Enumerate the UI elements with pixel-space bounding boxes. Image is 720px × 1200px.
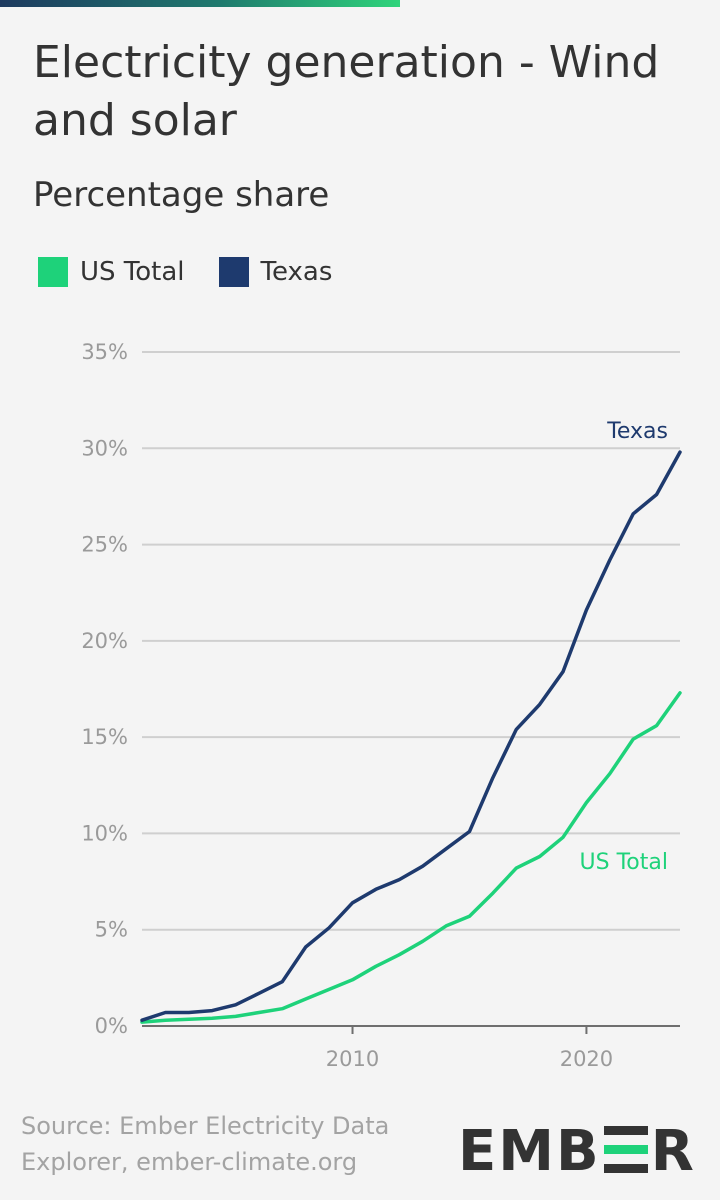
- y-tick-label: 35%: [81, 340, 128, 364]
- chart-title: Electricity generation - Wind and solar: [33, 37, 660, 146]
- legend-item-us-total: US Total: [38, 257, 185, 287]
- series-end-label-us-total: US Total: [580, 850, 668, 875]
- y-tick-label: 15%: [81, 725, 128, 749]
- y-tick-label: 20%: [81, 629, 128, 653]
- source-note: Source: Ember Electricity Data Explorer,…: [21, 1112, 390, 1176]
- logo-letter: E: [458, 1119, 499, 1184]
- legend-item-texas: Texas: [218, 257, 333, 287]
- y-tick-label: 0%: [95, 1014, 128, 1038]
- legend-label-us-total: US Total: [80, 257, 185, 287]
- y-tick-label: 10%: [81, 821, 128, 845]
- legend-swatch-us-total: [38, 257, 68, 287]
- logo-letter: M: [498, 1119, 556, 1184]
- line-chart: 0% 5% 10% 15% 20% 25% 30% 35% 2010 2020 US Total Te…: [81, 340, 682, 1071]
- y-tick-label: 5%: [95, 918, 128, 942]
- y-tick-label: 25%: [81, 533, 128, 557]
- logo-letter: R: [650, 1119, 696, 1184]
- x-tick-label: 2020: [560, 1047, 613, 1071]
- x-tick-label: 2010: [326, 1047, 379, 1071]
- ember-logo: EMB R: [458, 1122, 696, 1182]
- series-end-label-texas: Texas: [606, 419, 668, 444]
- header-accent-bar: [0, 0, 400, 7]
- legend-swatch-texas: [218, 257, 249, 287]
- series-line-us-total: [140, 691, 682, 1024]
- legend-label-texas: Texas: [260, 257, 333, 287]
- logo-letter: B: [556, 1119, 601, 1184]
- series-line-texas: [140, 450, 682, 1022]
- chart-subtitle: Percentage share: [33, 175, 330, 215]
- y-tick-label: 30%: [81, 436, 128, 460]
- chart-legend: US Total Texas: [38, 256, 366, 288]
- logo-letter-e-stylized: [603, 1126, 648, 1174]
